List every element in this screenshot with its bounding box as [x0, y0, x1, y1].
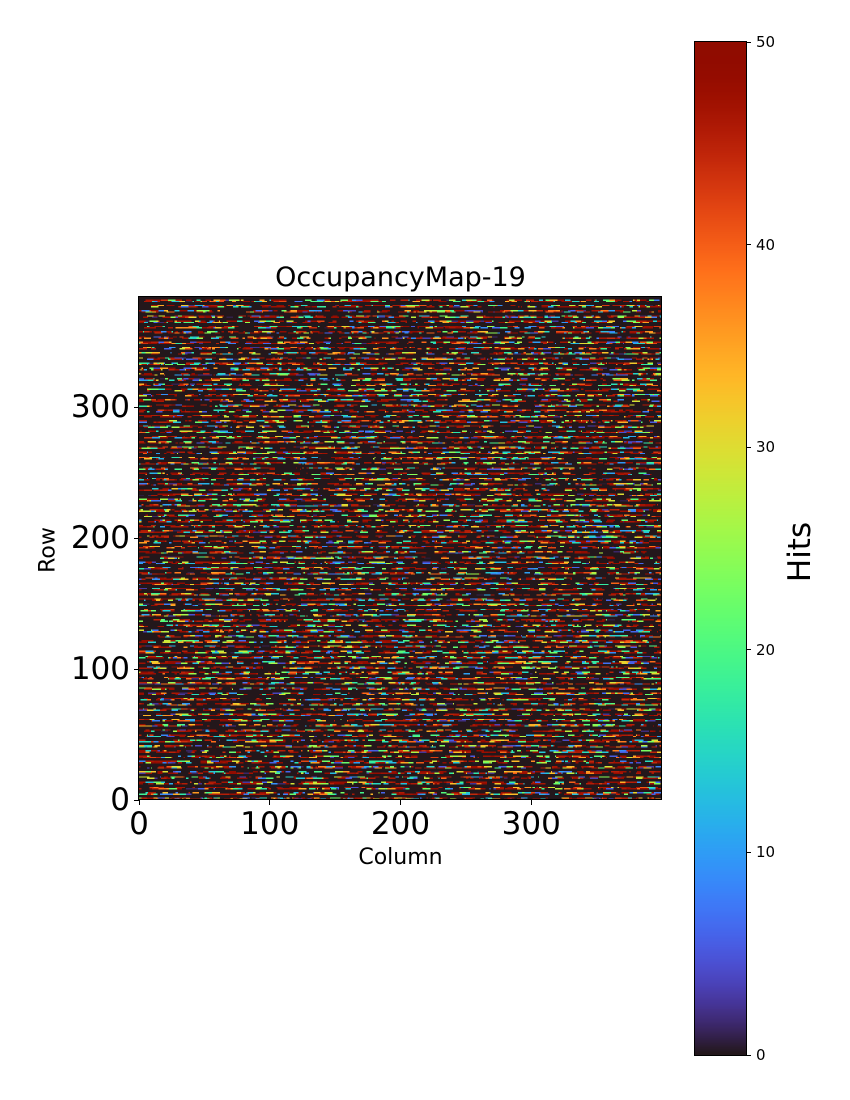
chart-title: OccupancyMap-19 — [275, 262, 526, 293]
colorbar — [695, 42, 746, 1055]
y-tick-label: 100 — [70, 651, 130, 687]
x-tick-label: 100 — [240, 806, 300, 842]
y-tick-mark — [134, 537, 139, 539]
colorbar-tick-label: 20 — [756, 640, 776, 659]
y-tick-mark — [134, 799, 139, 801]
colorbar-tick-mark — [746, 851, 751, 853]
y-tick-mark — [134, 406, 139, 408]
heatmap-cells — [139, 297, 662, 800]
colorbar-frame — [694, 41, 747, 1056]
x-tick-mark — [400, 800, 401, 805]
axes-frame — [138, 296, 662, 800]
colorbar-tick-label: 10 — [756, 843, 776, 862]
x-tick-label: 200 — [370, 806, 431, 842]
colorbar-tick-label: 30 — [756, 438, 776, 457]
y-tick-mark — [134, 668, 139, 670]
colorbar-tick-mark — [746, 41, 751, 43]
colorbar-tick-mark — [746, 446, 751, 448]
x-axis-label: Column — [358, 845, 443, 870]
y-tick-label: 200 — [70, 520, 130, 557]
colorbar-tick-label: 0 — [756, 1046, 766, 1064]
x-tick-mark — [530, 800, 532, 805]
y-axis-label: Row — [35, 527, 61, 573]
colorbar-tick-mark — [746, 649, 751, 651]
colorbar-tick-label: 50 — [756, 33, 776, 51]
y-tick-label: 300 — [70, 389, 130, 426]
colorbar-tick-mark — [746, 244, 751, 246]
x-tick-label: 0 — [129, 806, 149, 842]
colorbar-label: Hits — [782, 521, 818, 583]
x-tick-mark — [269, 800, 271, 805]
colorbar-tick-mark — [746, 1054, 751, 1056]
x-tick-label: 300 — [501, 806, 561, 842]
y-tick-label: 0 — [110, 782, 130, 818]
x-tick-mark — [138, 800, 140, 805]
colorbar-tick-label: 40 — [756, 235, 776, 254]
